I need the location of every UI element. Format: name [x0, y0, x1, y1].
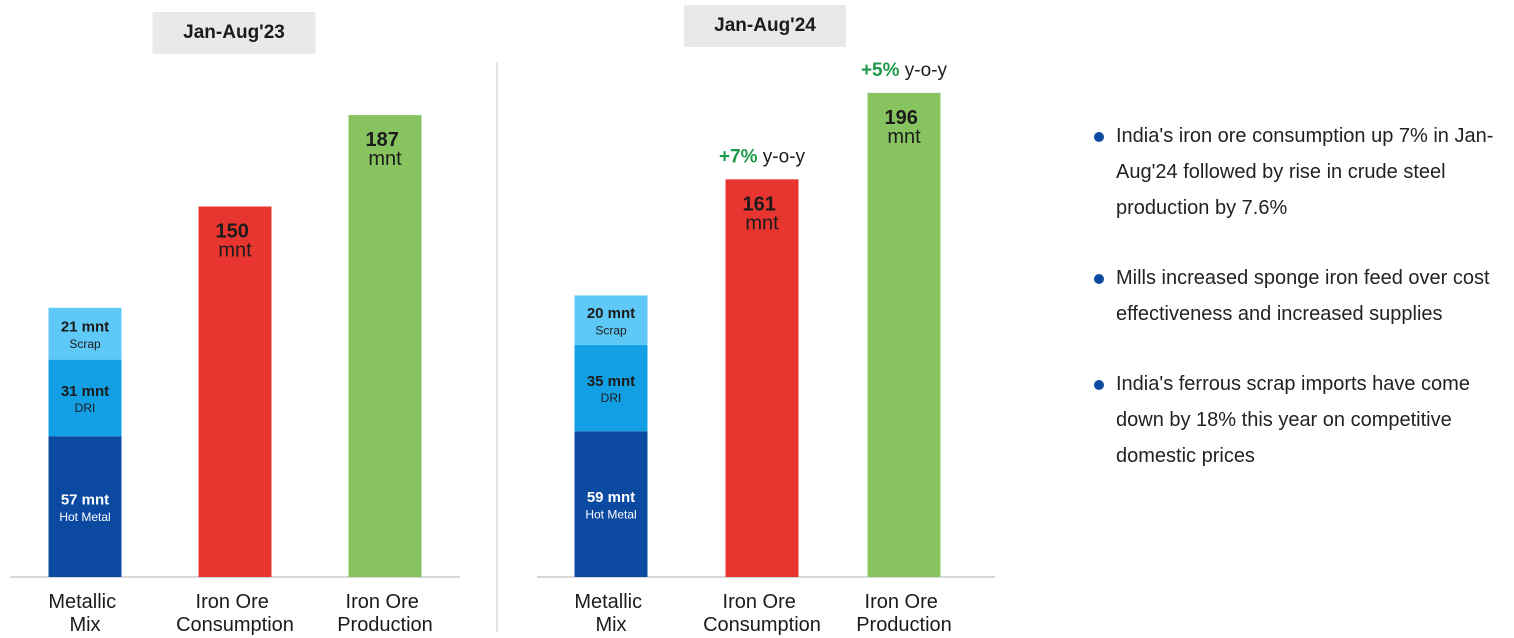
x-tick-label: Metallic Mix [48, 591, 121, 636]
bar [48, 307, 122, 360]
bar [574, 344, 648, 432]
value-label: 35 mnt [587, 373, 635, 390]
bullet: Mills increased sponge iron feed over co… [1094, 260, 1509, 332]
value-label: 196 mnt [885, 107, 924, 148]
panel-title: Jan-Aug'23 [183, 22, 285, 43]
bar [348, 115, 422, 578]
bar [48, 359, 122, 437]
value-label: 187 mnt [366, 129, 405, 170]
bullet: India's ferrous scrap imports have come … [1094, 366, 1509, 474]
value-label: 150 mnt [216, 221, 255, 262]
segment-name: DRI [601, 391, 622, 405]
bar [574, 295, 648, 345]
value-label: 57 mnt [61, 492, 109, 509]
segment-name: Scrap [595, 323, 627, 337]
bullet: India's iron ore consumption up 7% in Ja… [1094, 118, 1509, 226]
value-label: 31 mnt [61, 383, 109, 400]
value-label: 20 mnt [587, 305, 635, 322]
x-tick-label: Iron Ore Production [337, 591, 433, 636]
segment-name: Scrap [69, 337, 101, 351]
panel-title: Jan-Aug'24 [714, 15, 816, 36]
title-box [152, 12, 316, 54]
title-box [684, 5, 846, 47]
bar [198, 206, 272, 577]
x-tick-label: Metallic Mix [574, 591, 647, 636]
value-label: 161 mnt [743, 194, 782, 235]
bullet-list: India's iron ore consumption up 7% in Ja… [1094, 118, 1509, 508]
bar [48, 436, 122, 577]
segment-name: Hot Metal [585, 507, 636, 521]
bar [867, 92, 941, 577]
x-tick-label: Iron Ore Production [856, 591, 952, 636]
annotation: +7% y-o-y [719, 146, 806, 167]
segment-name: DRI [75, 401, 96, 415]
x-tick-label: Iron Ore Consumption [703, 591, 821, 636]
charts: Jan-Aug'23 Metallic Mix Iron Ore Consumpti… [10, 5, 995, 636]
annotation: +5% y-o-y [861, 60, 948, 81]
x-tick-label: Iron Ore Consumption [176, 591, 294, 636]
segment-name: Hot Metal [59, 510, 110, 524]
bar [574, 431, 648, 577]
value-label: 21 mnt [61, 319, 109, 336]
value-label: 59 mnt [587, 489, 635, 506]
bar [725, 179, 799, 577]
